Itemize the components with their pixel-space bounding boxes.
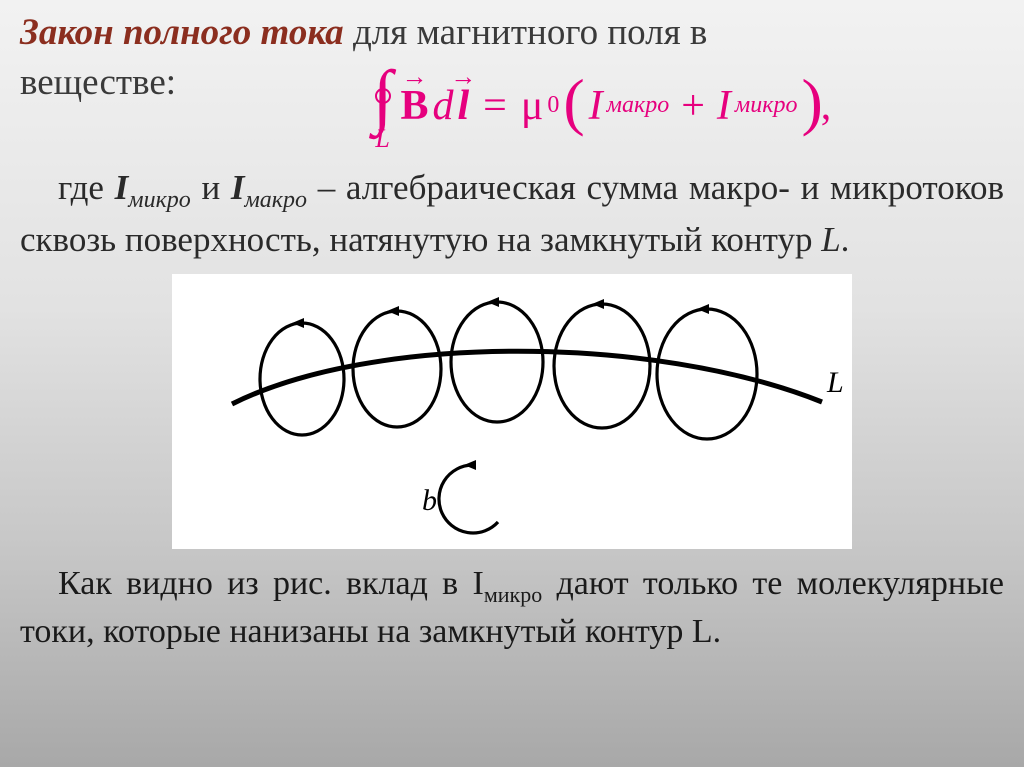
broken-circle xyxy=(439,465,498,533)
vector-l: l xyxy=(457,82,469,130)
I-micro-sub: микро xyxy=(735,92,798,119)
I-macro-sub: макро xyxy=(607,92,670,119)
I-micro: I xyxy=(717,82,731,130)
mu: μ xyxy=(521,82,544,130)
paragraph-2: Как видно из рис. вклад в Iмикро дают то… xyxy=(20,561,1004,655)
contour xyxy=(232,351,822,404)
paragraph-1: где Iмикро и Iмакро – алгебраическая сум… xyxy=(20,164,1004,264)
I-macro: I xyxy=(589,82,603,130)
formula: ∫ L B d l = μ0 ( Iмакро + Iмикро ), xyxy=(200,60,1004,152)
vector-B: B xyxy=(400,82,428,130)
label-L: L xyxy=(826,366,844,399)
mu-sub: 0 xyxy=(547,92,559,119)
integral-symbol: ∫ L xyxy=(373,60,393,152)
plus: + xyxy=(681,82,705,130)
title-rest2: веществе: xyxy=(20,62,176,103)
title-rest1: для магнитного поля в xyxy=(344,12,708,53)
title-emphasis: Закон полного тока xyxy=(20,12,344,53)
label-b: b xyxy=(422,484,437,517)
figure: L b xyxy=(172,274,852,549)
equals: = xyxy=(483,82,507,130)
